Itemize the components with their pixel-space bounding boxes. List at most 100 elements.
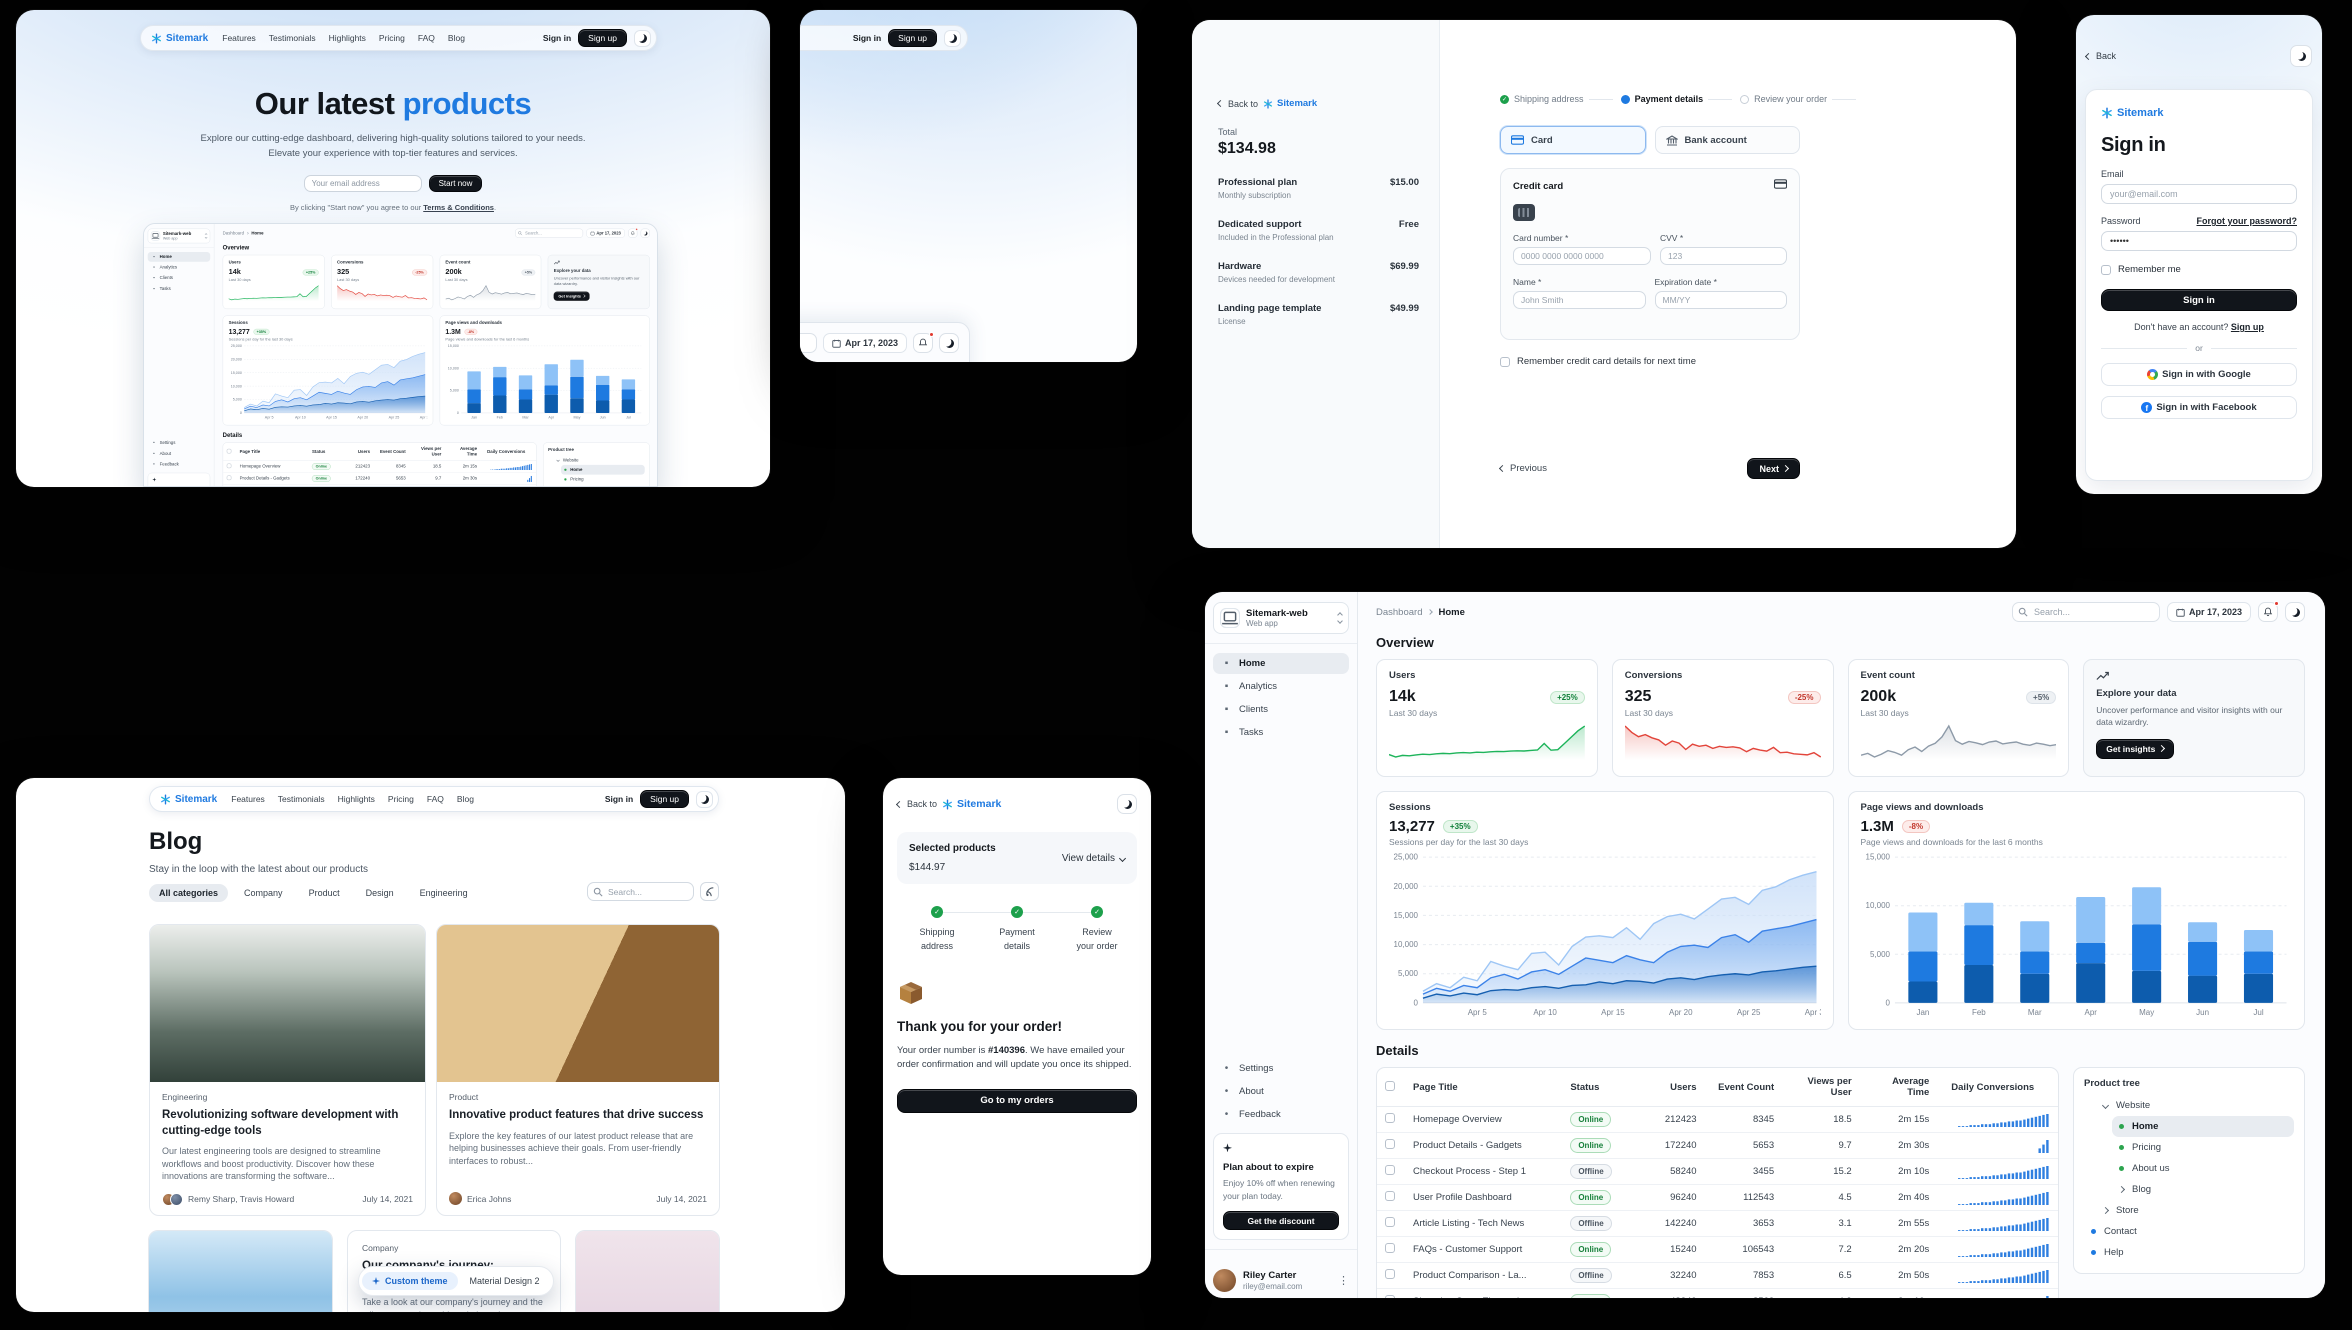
payment-type-bank[interactable]: Bank account xyxy=(1654,126,1800,154)
tree-item[interactable]: Store xyxy=(2096,1200,2294,1221)
table-row[interactable]: FAQs - Customer Support Online 15240 106… xyxy=(1377,1236,2058,1263)
dark-mode-toggle[interactable] xyxy=(634,29,651,47)
sidebar-item[interactable]: ▪ Clients xyxy=(1213,699,1349,720)
sign-in-link[interactable]: Sign in xyxy=(542,33,572,43)
nav-link[interactable]: Blog xyxy=(447,33,465,43)
name-input[interactable] xyxy=(1513,291,1646,309)
tree-item[interactable]: Home xyxy=(561,464,645,475)
remember-card-checkbox[interactable] xyxy=(1500,356,1510,367)
date-picker-button[interactable]: Apr 17, 2023 xyxy=(586,228,625,238)
tree-item[interactable]: Home xyxy=(2112,1116,2294,1137)
search-input[interactable] xyxy=(800,333,817,353)
stat-card-event-count[interactable]: Event count 200k +5% Last 30 days xyxy=(439,254,542,310)
row-checkbox[interactable] xyxy=(1385,1217,1395,1227)
material-design-2-toggle[interactable]: Material Design 2 xyxy=(469,1276,540,1286)
rss-button[interactable] xyxy=(700,882,719,901)
sidebar-item[interactable]: • Settings xyxy=(148,438,211,448)
sidebar-item[interactable]: • About xyxy=(1213,1081,1349,1102)
user-menu-icon[interactable]: ⋮ xyxy=(1338,1275,1349,1287)
search-field[interactable] xyxy=(800,333,817,353)
date-picker-button[interactable]: Apr 17, 2023 xyxy=(2166,602,2251,622)
breadcrumb-root[interactable]: Dashboard xyxy=(222,230,244,236)
sidebar-item[interactable]: ▪ Clients xyxy=(148,273,211,283)
dark-mode-toggle[interactable] xyxy=(1117,794,1137,814)
stat-card-event-count[interactable]: Event count 200k +5% Last 30 days xyxy=(1847,659,2070,777)
back-link[interactable]: Back to Sitemark xyxy=(895,798,1001,810)
sidebar-item[interactable]: ▪ Analytics xyxy=(1213,676,1349,697)
facebook-sign-in-button[interactable]: f Sign in with Facebook xyxy=(2101,396,2297,419)
row-checkbox[interactable] xyxy=(1385,1165,1395,1175)
search-input[interactable] xyxy=(2011,602,2160,622)
card-number-input[interactable] xyxy=(1513,247,1651,265)
sidebar-item[interactable]: ▪ Home xyxy=(1213,653,1349,675)
nav-link[interactable]: Pricing xyxy=(387,794,414,804)
breadcrumb-root[interactable]: Dashboard xyxy=(1376,606,1423,618)
sidebar-item[interactable]: • Settings xyxy=(1213,1058,1349,1079)
tree-item[interactable]: Contact xyxy=(2084,1221,2294,1242)
select-all-checkbox[interactable] xyxy=(1385,1080,1395,1091)
password-input[interactable] xyxy=(2101,231,2297,251)
sidebar-item[interactable]: • About xyxy=(148,449,211,459)
tree-item[interactable]: Website xyxy=(554,455,645,465)
table-row[interactable]: Product Details - Gadgets Online 172240 … xyxy=(1377,1132,2058,1159)
row-checkbox[interactable] xyxy=(1385,1139,1395,1149)
row-checkbox[interactable] xyxy=(226,463,232,469)
tree-item[interactable]: Pricing xyxy=(2112,1137,2294,1158)
payment-type-card[interactable]: Card xyxy=(1500,126,1646,154)
stat-card-users[interactable]: Users 14k +25% Last 30 days xyxy=(222,254,325,310)
table-row[interactable]: Homepage Overview Online 212423 8345 18.… xyxy=(1377,1106,2058,1133)
blog-post-card[interactable] xyxy=(575,1230,720,1312)
row-checkbox[interactable] xyxy=(1385,1295,1395,1298)
nav-link[interactable]: FAQ xyxy=(417,33,435,43)
table-row[interactable]: Checkout Process - Step 1 Offline 58240 … xyxy=(1377,1158,2058,1185)
remember-me-checkbox[interactable] xyxy=(2101,264,2111,275)
sidebar-item[interactable]: ▪ Tasks xyxy=(148,284,211,294)
col-daily-conversions[interactable]: Daily Conversions xyxy=(1937,1068,2058,1107)
category-chip[interactable]: All categories xyxy=(149,884,229,902)
stat-card-conversions[interactable]: Conversions 325 -25% Last 30 days xyxy=(331,254,433,310)
email-input[interactable] xyxy=(2101,184,2297,204)
nav-link[interactable]: Testimonials xyxy=(277,794,325,804)
sign-up-link[interactable]: Sign up xyxy=(2230,322,2264,332)
row-checkbox[interactable] xyxy=(1385,1269,1395,1279)
sign-up-button[interactable]: Sign up xyxy=(640,790,689,808)
table-row[interactable]: Product Details - Gadgets Online 172240 … xyxy=(223,472,537,485)
col-event-count[interactable]: Event Count xyxy=(1704,1068,1783,1107)
table-row[interactable]: Homepage Overview Online 212423 8345 18.… xyxy=(223,460,537,473)
dark-mode-toggle[interactable] xyxy=(939,333,959,353)
cvv-input[interactable] xyxy=(1660,247,1787,265)
stat-card-conversions[interactable]: Conversions 325 -25% Last 30 days xyxy=(1611,659,1834,777)
sign-up-button[interactable]: Sign up xyxy=(578,29,627,47)
col-average-time[interactable]: Average Time xyxy=(1859,1068,1938,1107)
category-chip[interactable]: Company xyxy=(244,888,283,898)
terms-link[interactable]: Terms & Conditions xyxy=(423,203,494,213)
table-row[interactable]: Checkout Process - Step 1 Offline 58240 … xyxy=(223,484,537,486)
brand-logo[interactable]: Sitemark xyxy=(942,798,1001,810)
category-chip[interactable]: Design xyxy=(365,888,394,898)
col-average-time[interactable]: Average Time xyxy=(445,442,481,461)
sidebar-item[interactable]: • Feedback xyxy=(148,460,211,470)
col-page-title[interactable]: Page Title xyxy=(235,442,309,461)
select-all-checkbox[interactable] xyxy=(226,448,232,454)
sign-up-button[interactable]: Sign up xyxy=(888,29,937,47)
nav-link[interactable]: Highlights xyxy=(328,33,366,43)
nav-link[interactable]: FAQ xyxy=(426,794,444,804)
tree-item[interactable]: Website xyxy=(2096,1095,2294,1116)
category-chip[interactable]: Product xyxy=(308,888,340,898)
blog-post-card[interactable]: Product Innovative product features that… xyxy=(436,924,720,1216)
notifications-button[interactable] xyxy=(2258,601,2279,622)
row-checkbox[interactable] xyxy=(226,475,232,481)
get-discount-button[interactable]: Get the discount xyxy=(1223,1211,1339,1230)
col-views-per-user[interactable]: Views per User xyxy=(1782,1068,1860,1107)
dark-mode-toggle[interactable] xyxy=(640,228,650,238)
search-input[interactable] xyxy=(515,228,584,238)
sign-in-link[interactable]: Sign in xyxy=(852,33,882,43)
nav-link[interactable]: Highlights xyxy=(337,794,375,804)
notifications-button[interactable] xyxy=(628,228,638,238)
row-checkbox[interactable] xyxy=(1385,1243,1395,1253)
category-chip[interactable]: Engineering xyxy=(419,888,468,898)
get-insights-button[interactable]: Get insights xyxy=(553,291,590,301)
workspace-select[interactable]: Sitemark-web Web app xyxy=(147,228,211,244)
blog-post-card[interactable] xyxy=(148,1230,333,1312)
tree-item[interactable]: Blog xyxy=(2112,1179,2294,1200)
